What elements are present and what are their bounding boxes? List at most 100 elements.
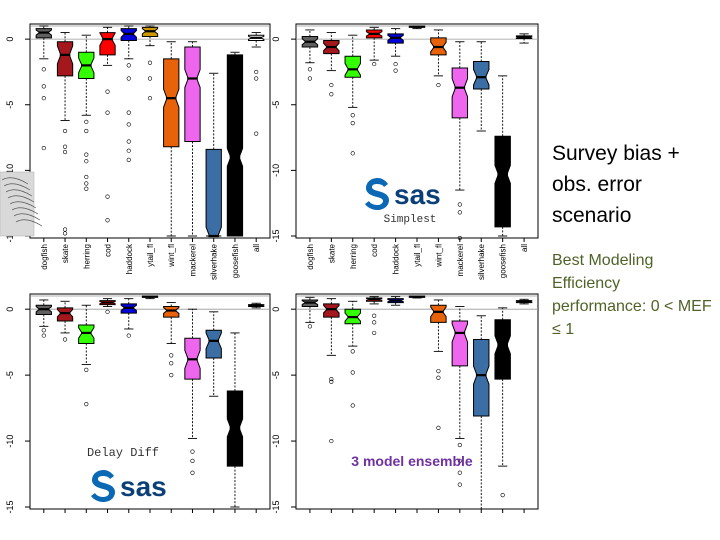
box-all [248,302,265,309]
category-label: goosefish [231,244,240,278]
box-cod [365,296,383,336]
outlier-point [84,181,89,186]
outlier-point [62,337,68,342]
category-label: all [520,244,529,252]
sketch-stroke [9,201,37,209]
outlier-point [329,92,334,97]
box-body [99,32,116,56]
box-dogfish [35,299,52,338]
sas-logo-text: sas [394,179,441,210]
outlier-point [169,361,174,366]
outlier-point [307,67,313,72]
box-dogfish [301,29,319,81]
box-silverhake [473,315,490,510]
outlier-point [190,458,195,463]
box-haddock [387,296,404,306]
box-all [248,32,265,136]
outlier-point [190,470,195,475]
outlier-point [126,157,131,162]
box-body [473,339,490,417]
outlier-point [147,96,153,101]
box-wint_fl [430,29,447,88]
outlier-point [169,373,174,378]
outlier-point [254,131,259,136]
outlier-point [350,403,355,408]
outlier-point [393,61,398,67]
boxplot-panel-2: 0 -5 -10 -15 dogfish skate herring cod haddock yt… [271,23,539,280]
box-ytail_fl [141,295,159,300]
box-body [473,60,490,90]
outlier-point [126,63,131,68]
boxplot-panel-3: 0 -5 -10 -15 Delay Diff [5,293,271,514]
box-haddock [387,28,404,73]
outlier-point [84,367,89,372]
outlier-point [350,349,355,354]
outlier-point [147,60,153,65]
y-tick-label: -5 [5,101,15,109]
category-label: haddock [392,243,401,274]
sas-logo-delay-diff: sas [91,470,167,502]
box-skate [323,298,340,444]
category-label: wint_fl [434,244,443,268]
y-tick-label: -10 [271,164,281,177]
y-tick-label: 0 [271,37,281,42]
box-ytail_fl [408,295,426,299]
box-cod [365,26,383,67]
sketch-stroke [5,189,33,197]
boxplot-panel-4: 0 -5 -10 -15 3 model ensemble [271,293,539,514]
outlier-point [457,442,462,448]
category-label: cod [104,244,113,257]
outlier-point [147,76,153,81]
box-body [451,67,469,119]
outlier-point [350,151,355,156]
box-body [205,329,222,359]
outlier-point [372,320,377,325]
box-goosefish [494,307,511,498]
box-mackerel [184,308,201,475]
category-label: mackerel [188,244,197,277]
outlier-point [62,128,68,134]
box-skate [323,32,340,97]
box-silverhake [205,311,222,397]
category-label: silverhake [210,243,219,280]
outlier-point [190,449,195,454]
box-body [163,58,180,148]
outlier-point [84,159,89,164]
sas-swoosh-icon [91,470,115,502]
box-ytail_fl [141,25,159,101]
category-label: skate [61,243,70,263]
y-tick-label: -15 [271,229,281,242]
outlier-point [457,202,462,207]
outlier-point [307,76,313,81]
category-label: herring [349,244,358,269]
outlier-point [126,110,131,115]
sas-swoosh-icon [365,178,389,210]
outlier-point [372,61,377,67]
box-herring [344,34,361,156]
outlier-point [350,113,355,118]
outlier-point [457,458,462,463]
outlier-point [393,68,398,73]
y-tick-label: -10 [271,435,281,448]
outlier-point [41,328,46,333]
panel-label: Delay Diff [87,446,159,460]
outlier-point [62,149,68,155]
sketch-stroke [11,207,39,215]
outlier-point [126,122,131,127]
box-body [494,135,511,228]
category-label: haddock [125,243,134,274]
outlier-point [254,76,259,81]
box-dogfish [35,25,52,151]
category-label: herring [82,244,91,269]
box-body [451,320,469,367]
category-label: goosefish [499,244,508,278]
sketch-stroke [7,195,35,203]
outlier-point [436,82,441,88]
y-tick-label: 0 [5,37,15,42]
outlier-point [62,231,68,236]
box-skate [56,32,74,236]
metric-label: Best Modeling Efficiency performance: 0 … [552,252,712,338]
sas-logo-simplest: sas [365,178,441,210]
box-mackerel [451,306,469,487]
box-all [515,33,533,44]
